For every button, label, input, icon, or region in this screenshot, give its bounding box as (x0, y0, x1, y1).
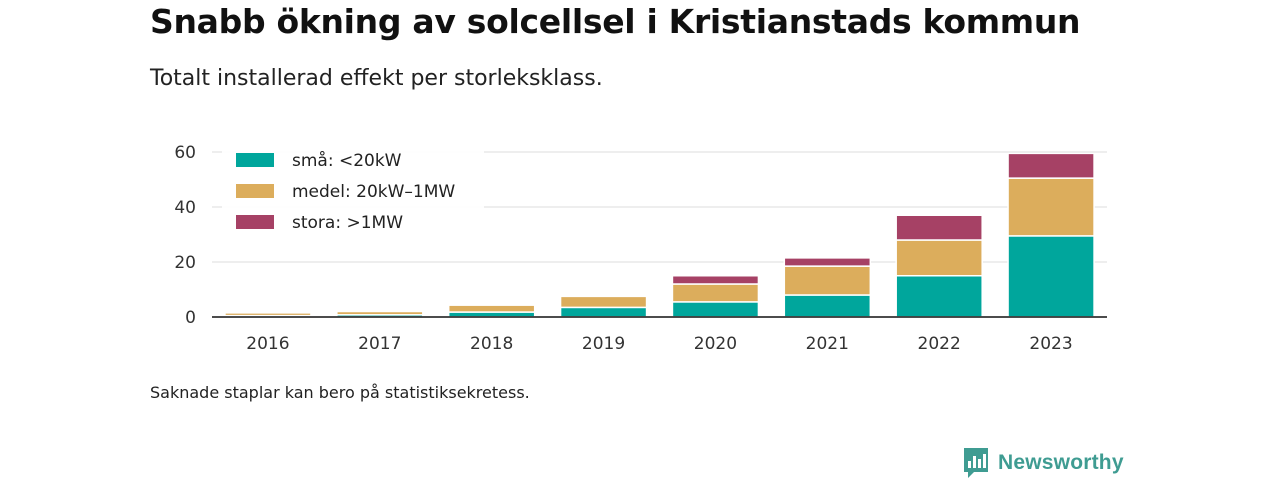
legend-label: medel: 20kW–1MW (292, 182, 455, 202)
bar-segment (336, 310, 424, 316)
footnote: Saknade staplar kan bero på statistiksek… (150, 383, 530, 402)
bar-segment (447, 304, 536, 313)
legend-swatch (236, 184, 274, 198)
bar-segment (895, 214, 983, 241)
chart-subtitle: Totalt installerad effekt per storlekskl… (150, 66, 603, 91)
legend-label: stora: >1MW (292, 213, 403, 233)
y-tick-label: 40 (174, 198, 196, 218)
legend: små: <20kW medel: 20kW–1MW stora: >1MW (222, 145, 484, 240)
x-tick-label: 2022 (918, 334, 961, 354)
bar-segment (1007, 152, 1095, 179)
bar-segment (1007, 235, 1095, 318)
bar-segment (671, 283, 760, 303)
x-tick-label: 2023 (1029, 334, 1072, 354)
bar-segment (783, 294, 872, 318)
bar-segment (559, 306, 648, 318)
legend-swatch (236, 215, 274, 229)
legend-swatch (236, 153, 274, 167)
x-tick-label: 2019 (582, 334, 625, 354)
x-tick-label: 2021 (806, 334, 849, 354)
bars (224, 152, 1095, 318)
bar-segment (224, 312, 312, 317)
bar-segment (671, 301, 760, 318)
bar-segment (559, 295, 648, 309)
y-tick-label: 60 (174, 143, 196, 163)
x-tick-label: 2017 (358, 334, 401, 354)
bar-segment (671, 275, 760, 285)
bar-segment (895, 239, 983, 277)
legend-label: små: <20kW (292, 150, 402, 171)
y-tick-label: 20 (174, 253, 196, 273)
bar-segment (895, 275, 983, 318)
bar-segment (1007, 177, 1095, 237)
x-tick-label: 2020 (694, 334, 737, 354)
bar-segment (783, 265, 872, 296)
brand-name: Newsworthy (998, 451, 1124, 474)
newsworthy-logo-icon (964, 448, 988, 478)
x-tick-label: 2018 (470, 334, 513, 354)
chart-title: Snabb ökning av solcellsel i Kristiansta… (150, 2, 1081, 41)
bar-segment (783, 257, 872, 267)
y-tick-label: 0 (185, 308, 196, 328)
x-tick-label: 2016 (246, 334, 289, 354)
brand: Newsworthy (962, 446, 1124, 480)
axes: 0 20 40 60 2016 2017 2018 2019 2020 2021 2022 2023 (174, 143, 1107, 354)
